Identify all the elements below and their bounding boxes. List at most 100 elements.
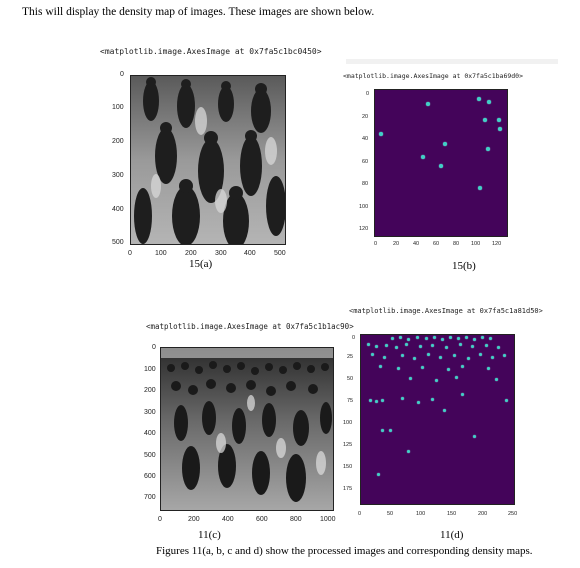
density-point bbox=[433, 336, 436, 339]
density-point bbox=[465, 336, 468, 339]
density-point bbox=[479, 353, 482, 356]
panel-d-x-tick: 100 bbox=[416, 511, 426, 517]
panel-b-x-tick: 40 bbox=[413, 241, 420, 247]
density-point bbox=[439, 356, 442, 359]
density-point bbox=[431, 398, 434, 401]
panel-a-x-tick: 500 bbox=[274, 250, 286, 257]
panel-b-y-tick: 100 bbox=[359, 204, 369, 210]
density-point bbox=[453, 354, 456, 357]
density-point bbox=[503, 354, 506, 357]
panel-a-crowd-photo bbox=[130, 75, 286, 245]
panel-a-caption: 15(a) bbox=[189, 258, 213, 270]
density-point bbox=[486, 147, 490, 151]
panel-c-x-tick: 0 bbox=[158, 516, 162, 523]
panel-b-x-tick: 60 bbox=[433, 241, 440, 247]
panel-c-y-tick: 500 bbox=[144, 452, 156, 459]
panel-c-y-tick: 600 bbox=[144, 473, 156, 480]
density-point bbox=[405, 343, 408, 346]
density-point bbox=[369, 399, 372, 402]
density-point bbox=[397, 367, 400, 370]
figure-caption: Figures 11(a, b, c and d) show the proce… bbox=[156, 545, 533, 557]
density-point bbox=[381, 399, 384, 402]
density-point bbox=[395, 346, 398, 349]
panel-b-caption: 15(b) bbox=[452, 260, 476, 272]
panel-d-y-tick: 150 bbox=[343, 464, 353, 470]
panel-a-y-tick: 0 bbox=[120, 71, 124, 78]
density-point bbox=[421, 366, 424, 369]
density-point bbox=[439, 164, 443, 168]
density-point bbox=[483, 118, 487, 122]
density-point bbox=[375, 400, 378, 403]
panel-d-y-tick: 0 bbox=[352, 335, 356, 341]
panel-c-y-tick: 200 bbox=[144, 387, 156, 394]
panel-b-density-map bbox=[374, 89, 508, 237]
panel-a-x-tick: 100 bbox=[155, 250, 167, 257]
panel-c-x-tick: 1000 bbox=[320, 516, 336, 523]
density-point bbox=[409, 377, 412, 380]
density-point bbox=[383, 356, 386, 359]
panel-b-x-tick: 100 bbox=[471, 241, 481, 247]
density-point bbox=[459, 343, 462, 346]
density-point bbox=[473, 435, 476, 438]
panel-c-x-tick: 600 bbox=[256, 516, 268, 523]
panel-b-y-tick: 120 bbox=[359, 226, 369, 232]
density-point bbox=[461, 365, 464, 368]
density-point bbox=[391, 337, 394, 340]
density-point bbox=[379, 132, 383, 136]
density-point bbox=[377, 473, 380, 476]
density-point bbox=[461, 393, 464, 396]
density-point bbox=[367, 343, 370, 346]
density-point bbox=[375, 345, 378, 348]
panel-b-x-tick: 0 bbox=[374, 241, 378, 247]
density-point bbox=[497, 118, 501, 122]
density-point bbox=[467, 357, 470, 360]
panel-d-y-tick: 75 bbox=[347, 398, 354, 404]
density-point bbox=[478, 186, 482, 190]
density-point bbox=[401, 354, 404, 357]
intro-text: This will display the density map of ima… bbox=[22, 6, 375, 18]
panel-b-header: <matplotlib.image.AxesImage at 0x7fa5c1b… bbox=[343, 72, 524, 80]
panel-d-y-tick: 100 bbox=[343, 420, 353, 426]
panel-a-header: <matplotlib.image.AxesImage at 0x7fa5c1b… bbox=[100, 47, 322, 56]
panel-c-y-tick: 400 bbox=[144, 430, 156, 437]
panel-b-y-tick: 80 bbox=[362, 181, 369, 187]
density-point bbox=[457, 337, 460, 340]
density-point bbox=[407, 338, 410, 341]
density-point bbox=[416, 336, 419, 339]
density-point bbox=[379, 365, 382, 368]
density-point bbox=[481, 336, 484, 339]
panel-d-x-tick: 0 bbox=[358, 511, 362, 517]
panel-d-y-tick: 125 bbox=[343, 442, 353, 448]
density-point bbox=[489, 337, 492, 340]
density-point bbox=[426, 102, 430, 106]
density-point bbox=[443, 142, 447, 146]
density-point bbox=[399, 336, 402, 339]
panel-a-x-tick: 400 bbox=[244, 250, 256, 257]
panel-a-y-tick: 200 bbox=[112, 138, 124, 145]
panel-d-y-tick: 25 bbox=[347, 354, 354, 360]
panel-a-y-tick: 500 bbox=[112, 239, 124, 246]
panel-c-y-tick: 100 bbox=[144, 366, 156, 373]
density-point bbox=[419, 345, 422, 348]
panel-d-caption: 11(d) bbox=[440, 529, 464, 541]
panel-d-y-tick: 175 bbox=[343, 486, 353, 492]
density-point bbox=[389, 429, 392, 432]
density-point bbox=[473, 338, 476, 341]
panel-a-x-tick: 200 bbox=[185, 250, 197, 257]
density-point bbox=[407, 450, 410, 453]
panel-b-x-tick: 80 bbox=[453, 241, 460, 247]
density-point bbox=[447, 368, 450, 371]
panel-c-y-tick: 0 bbox=[152, 344, 156, 351]
density-point bbox=[441, 338, 444, 341]
panel-b-y-tick: 60 bbox=[362, 159, 369, 165]
density-point bbox=[417, 401, 420, 404]
panel-c-x-tick: 800 bbox=[290, 516, 302, 523]
panel-c-crowd-photo bbox=[160, 347, 334, 511]
panel-a-y-tick: 100 bbox=[112, 104, 124, 111]
density-point bbox=[449, 336, 452, 339]
density-point bbox=[505, 399, 508, 402]
density-point bbox=[421, 155, 425, 159]
panel-b-x-tick: 120 bbox=[492, 241, 502, 247]
density-point bbox=[495, 378, 498, 381]
panel-a-x-tick: 300 bbox=[215, 250, 227, 257]
